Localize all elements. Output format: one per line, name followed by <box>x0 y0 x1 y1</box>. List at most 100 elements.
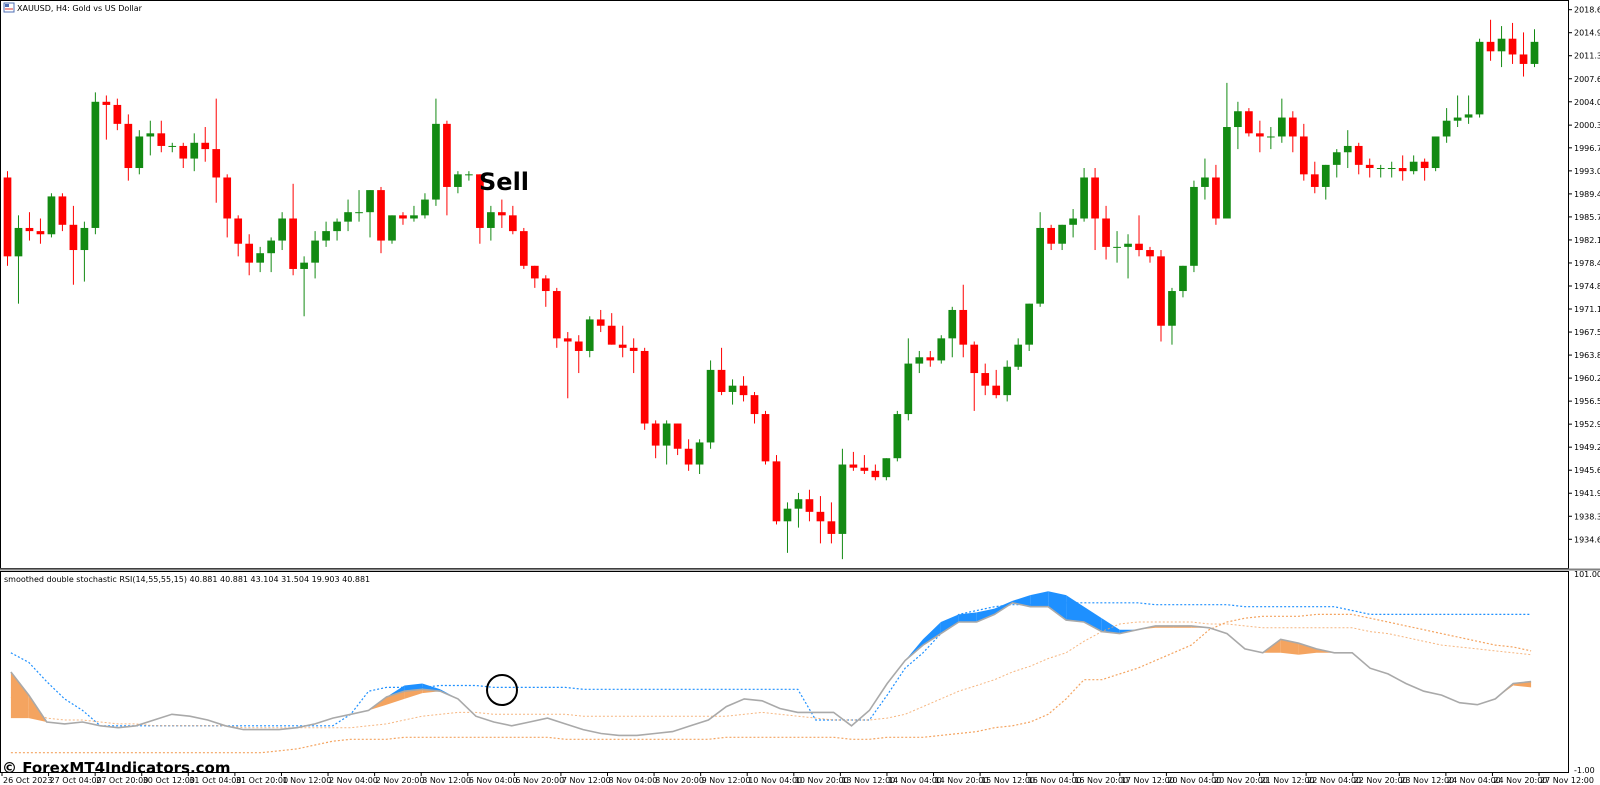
bull-fill-segment <box>958 612 977 622</box>
candle <box>190 133 199 172</box>
candle <box>454 171 462 194</box>
bear-candle-body <box>179 145 188 159</box>
bear-candle-body <box>25 227 34 232</box>
candle <box>915 350 924 374</box>
candle <box>1025 303 1034 351</box>
bull-candle-body <box>1277 117 1286 137</box>
bull-candle-body <box>256 253 265 263</box>
bear-candle-body <box>1256 133 1264 137</box>
time-tick-label: 22 Nov 20:00 <box>1354 776 1408 785</box>
candle <box>1519 32 1528 77</box>
bull-candle-body <box>882 458 891 478</box>
bull-candle-body <box>1036 227 1044 304</box>
bull-candle-body <box>1267 136 1275 138</box>
time-tick-label: 9 Nov 12:00 <box>702 776 751 785</box>
time-tick-label: 23 Nov 12:00 <box>1400 776 1454 785</box>
candle <box>1245 108 1253 137</box>
candle <box>80 221 89 282</box>
candle <box>640 347 649 430</box>
bull-candle-body <box>794 499 803 509</box>
candle <box>860 455 869 474</box>
bull-candle-body <box>904 363 913 415</box>
bear-candle-body <box>1288 117 1297 137</box>
candle <box>113 98 122 131</box>
bull-fill-segment <box>923 622 941 646</box>
candle <box>69 205 78 285</box>
bull-candle-body <box>893 414 902 459</box>
candle <box>157 120 166 153</box>
time-tick-label: 24 Nov 20:00 <box>1493 776 1547 785</box>
candle <box>728 379 737 405</box>
candle <box>849 451 858 471</box>
candle <box>300 256 308 317</box>
bear-candle-body <box>750 395 759 415</box>
time-tick-label: 2 Nov 04:00 <box>329 776 378 785</box>
bull-candle-body <box>1387 168 1396 170</box>
bull-candle-body <box>410 215 418 219</box>
bull-candle-body <box>915 357 924 364</box>
bear-candle-body <box>1365 164 1374 169</box>
bear-candle-body <box>58 196 67 225</box>
bull-candle-body <box>1190 186 1198 266</box>
price-tick-label: 1974.80 <box>1574 282 1600 291</box>
candle <box>508 205 517 235</box>
bear-candle-body <box>959 309 968 345</box>
sell-annotation: Sell <box>479 168 529 196</box>
candle <box>256 246 265 273</box>
indicator-axis[interactable]: 101.00 -1.00 <box>1574 570 1600 775</box>
bear-candle-body <box>157 133 166 146</box>
candle <box>1431 136 1440 172</box>
bear-candle-body <box>508 215 517 232</box>
bull-candle-body <box>1179 265 1187 292</box>
bear-candle-body <box>1157 256 1165 326</box>
bull-candle-body <box>1014 344 1023 367</box>
bear-fill-segment <box>1280 639 1299 655</box>
bear-candle-body <box>399 215 407 219</box>
candle <box>14 215 23 304</box>
bear-candle-body <box>1519 54 1528 64</box>
bull-candle-body <box>168 145 177 147</box>
bull-candle-body <box>1080 177 1088 219</box>
candle <box>684 439 693 471</box>
price-tick-label: 1982.10 <box>1574 236 1600 245</box>
candle <box>1234 101 1242 150</box>
price-tick-label: 1952.90 <box>1574 420 1600 429</box>
candle <box>1277 98 1286 143</box>
bull-fill-segment <box>1048 591 1067 621</box>
bull-candle-body <box>322 231 330 241</box>
bear-candle-body <box>1091 177 1099 219</box>
candle <box>706 360 715 449</box>
time-tick-label: 1 Nov 12:00 <box>282 776 331 785</box>
bull-candle-body <box>1431 136 1440 169</box>
bear-candle-body <box>1102 218 1110 247</box>
bull-candle-body <box>344 212 352 222</box>
bear-candle-body <box>201 142 210 150</box>
candle <box>838 448 847 560</box>
candle <box>201 127 210 162</box>
candle <box>1069 209 1077 238</box>
price-axis[interactable]: 2018.60 2014.95 2011.30 2007.65 2004.00 2000.… <box>1569 6 1600 545</box>
candle <box>1475 38 1484 118</box>
bull-candle-body <box>1409 161 1418 172</box>
bull-candle-body <box>388 215 396 241</box>
candle <box>1453 95 1462 128</box>
candle <box>871 464 880 481</box>
price-tick-label: 1945.60 <box>1574 466 1600 475</box>
candle <box>179 142 188 169</box>
bear-candle-body <box>673 423 682 449</box>
bull-candle-body <box>1234 111 1242 128</box>
candle <box>1310 161 1319 194</box>
time-tick-label: 10 Nov 20:00 <box>795 776 849 785</box>
bull-candle-body <box>465 174 473 176</box>
bear-candle-body <box>3 177 12 257</box>
candle <box>695 439 704 474</box>
bear-candle-body <box>124 123 133 169</box>
bear-candle-body <box>1047 227 1055 244</box>
price-tick-label: 1949.25 <box>1574 443 1600 452</box>
bear-fill-segment <box>404 689 423 699</box>
bear-candle-body <box>476 174 484 228</box>
candle <box>519 227 528 269</box>
candle <box>1508 22 1517 64</box>
